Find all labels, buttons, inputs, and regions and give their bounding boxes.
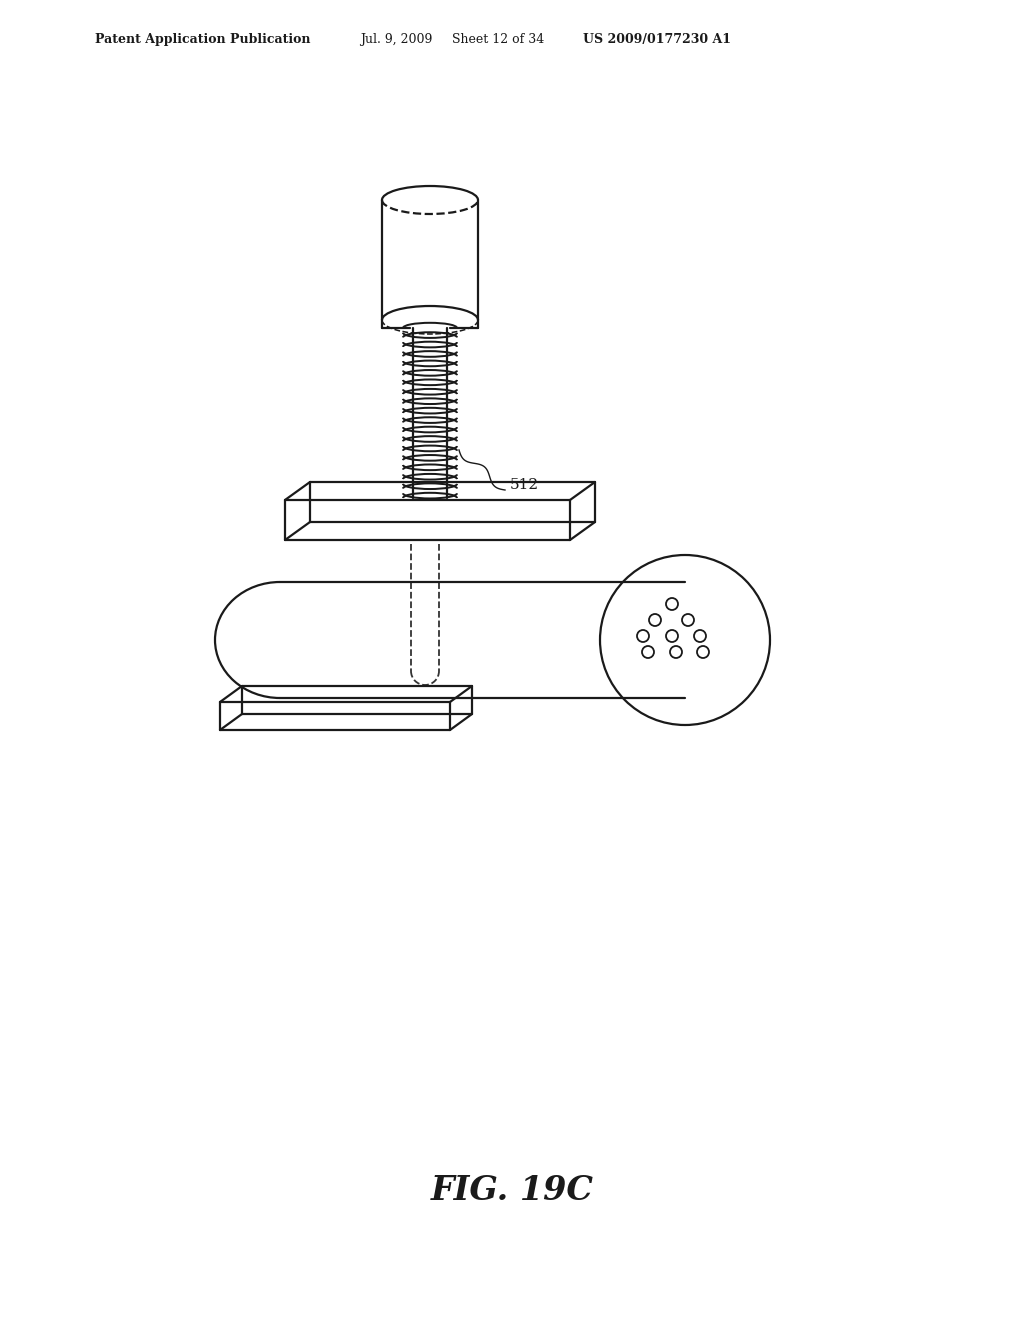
Text: Patent Application Publication: Patent Application Publication [95, 33, 310, 46]
Text: Sheet 12 of 34: Sheet 12 of 34 [452, 33, 544, 46]
Text: 512: 512 [510, 478, 539, 492]
Text: Jul. 9, 2009: Jul. 9, 2009 [360, 33, 432, 46]
Text: FIG. 19C: FIG. 19C [430, 1173, 594, 1206]
Text: US 2009/0177230 A1: US 2009/0177230 A1 [583, 33, 731, 46]
